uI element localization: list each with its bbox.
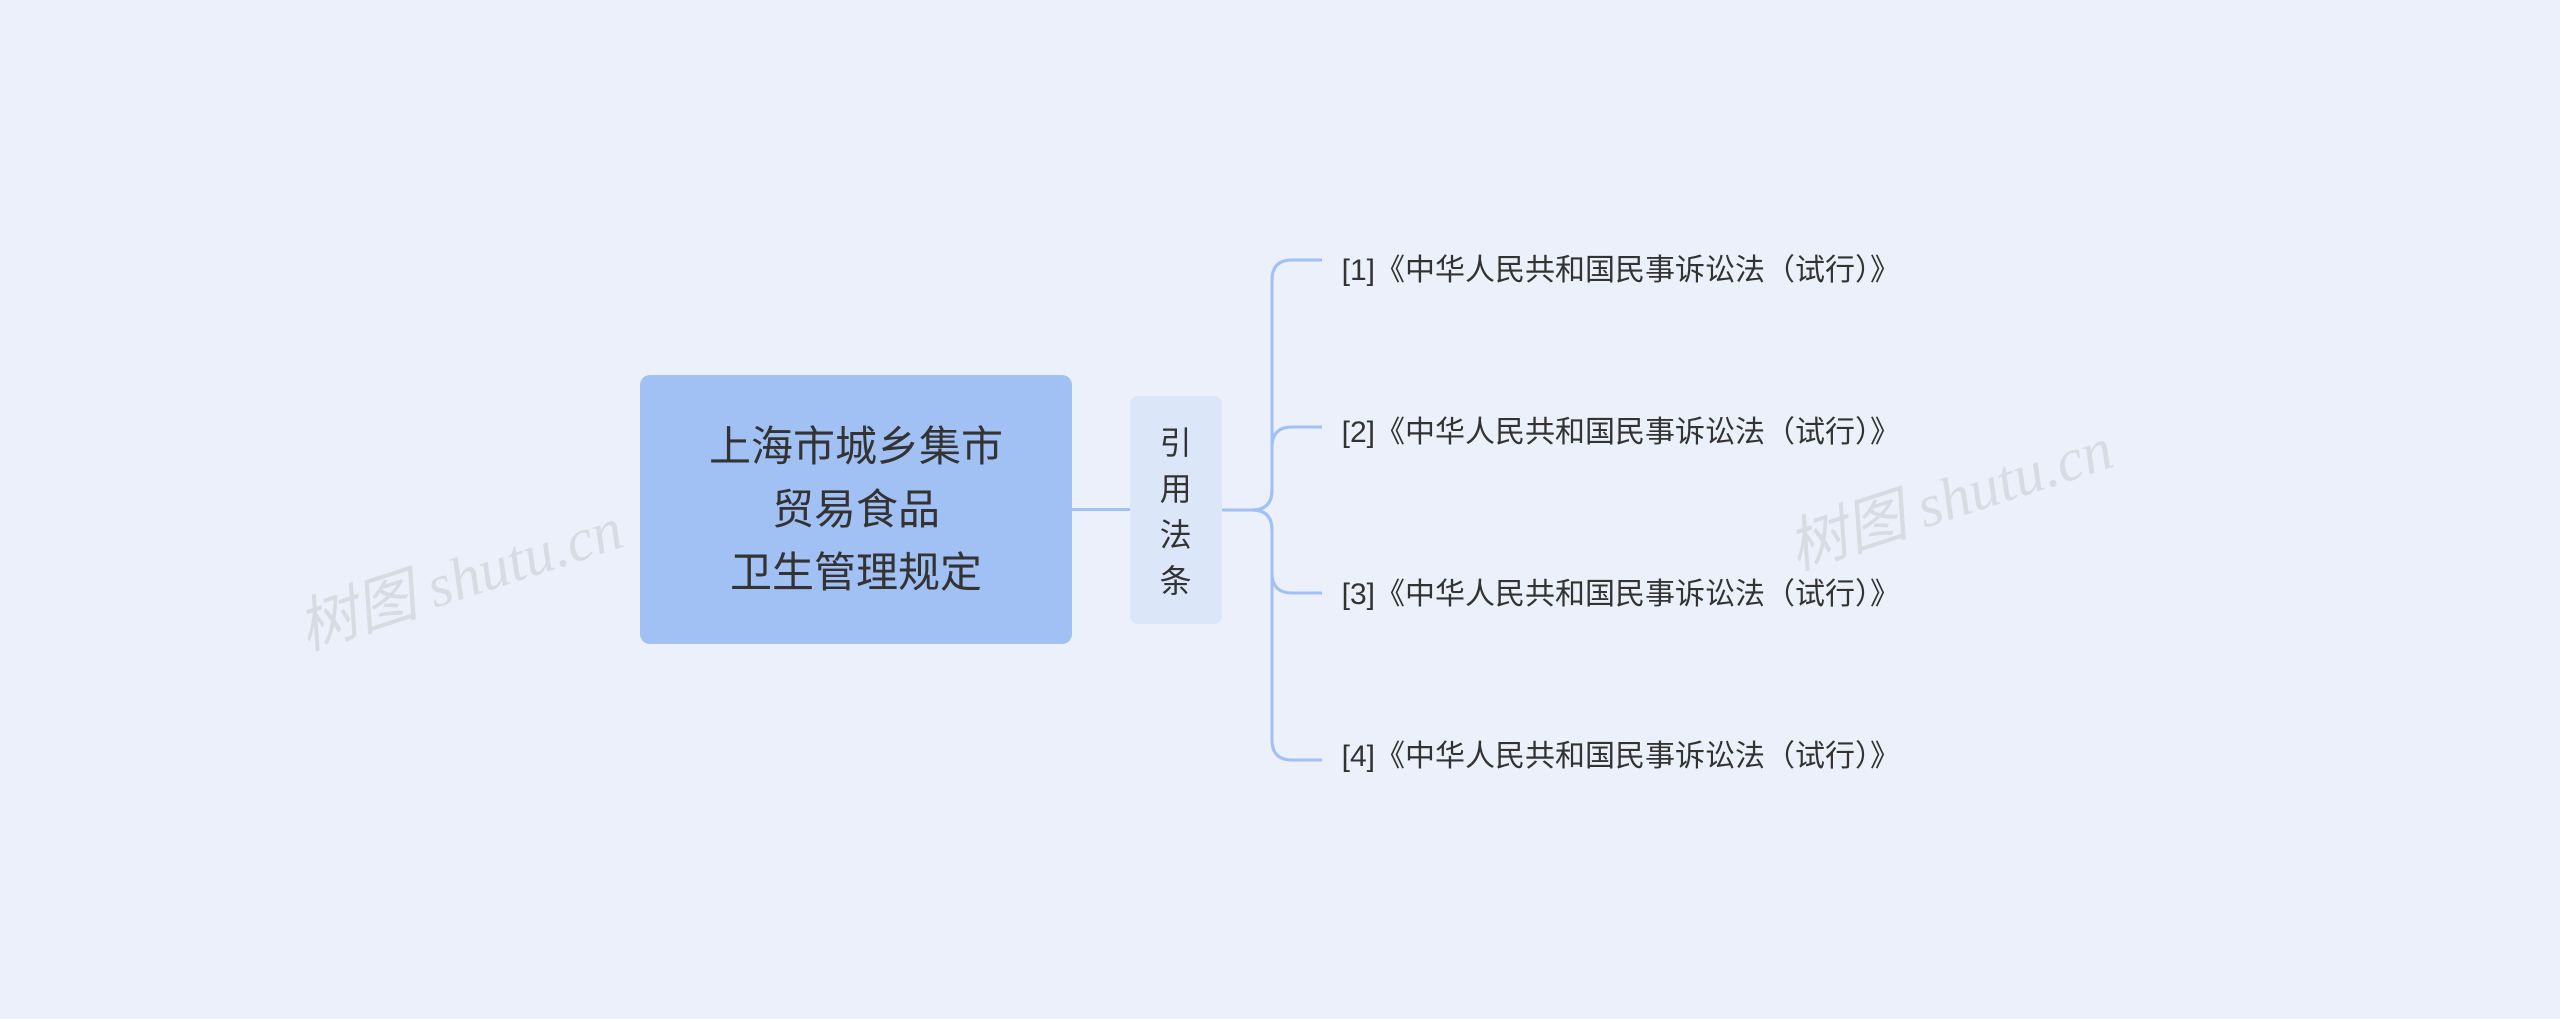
leaf-node-4: [4]《中华人民共和国民事诉讼法（试行）》 <box>1322 716 1920 790</box>
bracket-connector <box>1222 210 1322 810</box>
watermark-left: 树图 shutu.cn <box>285 480 632 667</box>
leaf-node-2: [2]《中华人民共和国民事诉讼法（试行）》 <box>1322 392 1920 466</box>
level2-node: 引用法条 <box>1130 396 1222 624</box>
level2-wrapper: 引用法条 [1]《中华人民共和国民事诉讼法（试行）》 [2]《中华人民共和国民事… <box>1130 210 1920 810</box>
mindmap-container: 上海市城乡集市贸易食品 卫生管理规定 引用法条 [1]《中华人民共和国民事诉讼法… <box>640 210 1920 810</box>
branches-container: [1]《中华人民共和国民事诉讼法（试行）》 [2]《中华人民共和国民事诉讼法（试… <box>1222 210 1920 810</box>
root-node: 上海市城乡集市贸易食品 卫生管理规定 <box>640 375 1072 644</box>
connector-root-to-level2 <box>1072 508 1130 511</box>
leaf-node-3: [3]《中华人民共和国民事诉讼法（试行）》 <box>1322 554 1920 628</box>
leaf-node-1: [1]《中华人民共和国民事诉讼法（试行）》 <box>1322 230 1920 304</box>
leaf-nodes-container: [1]《中华人民共和国民事诉讼法（试行）》 [2]《中华人民共和国民事诉讼法（试… <box>1322 210 1920 810</box>
